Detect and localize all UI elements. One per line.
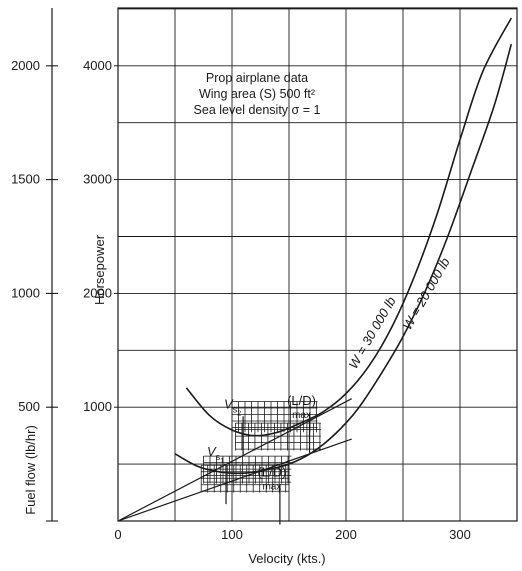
marker-3: Vs1 — [207, 444, 227, 505]
grid — [118, 8, 517, 521]
x-tick-label: 200 — [335, 527, 357, 542]
annotation-line-1: Prop airplane data — [206, 71, 308, 85]
fuel-flow-tick-label: 500 — [18, 399, 40, 414]
x-axis-label: Velocity (kts.) — [248, 551, 325, 566]
marker-label: Vs2 — [224, 396, 241, 417]
fuel-flow-ticks: 500 1000 1500 2000 — [11, 58, 58, 522]
y-tick-label: 1000 — [83, 399, 112, 414]
series-line-4 — [118, 438, 352, 521]
fuel-flow-tick-label: 1000 — [11, 285, 40, 300]
marker-2: (L/D) max — [287, 393, 316, 453]
annotation-line-3: Sea level density σ = 1 — [194, 103, 321, 117]
marker-1: Vs2 — [224, 396, 244, 457]
y-axis-label: Horsepower — [92, 234, 107, 305]
y-tick-label: 4000 — [83, 58, 112, 73]
markers: Vs2 (L/D) max Vs1 (L/D) max — [207, 393, 316, 525]
y-secondary-axis-label: Fuel flow (lb/hr) — [23, 425, 38, 515]
plot-frame — [117, 7, 518, 522]
velocity-ticks: 0 100 200 300 — [114, 527, 470, 542]
x-tick-label: 0 — [114, 527, 121, 542]
x-tick-label: 300 — [449, 527, 471, 542]
series-line-2 — [174, 43, 513, 475]
marker-sub-label: max — [292, 410, 311, 421]
series-label-30000: W = 30 000 lb — [345, 294, 398, 371]
y-tick-label: 2000 — [83, 285, 112, 300]
marker-label: Vs1 — [207, 444, 224, 465]
marker-4: (L/D) max — [257, 465, 286, 525]
x-tick-label: 100 — [221, 527, 243, 542]
marker-label: (L/D) — [257, 465, 286, 480]
y-tick-label: 3000 — [83, 172, 112, 187]
series-line-1 — [185, 17, 513, 437]
horsepower-ticks: 1000 2000 3000 4000 — [83, 58, 118, 414]
marker-label: (L/D) — [287, 393, 316, 408]
series-lines — [118, 17, 513, 521]
marker-sub-label: max — [262, 482, 281, 493]
fuel-flow-tick-label: 2000 — [11, 58, 40, 73]
fuel-flow-tick-label: 1500 — [11, 172, 40, 187]
series-line-3 — [118, 398, 352, 521]
annotation-line-2: Wing area (S) 500 ft² — [199, 87, 315, 101]
